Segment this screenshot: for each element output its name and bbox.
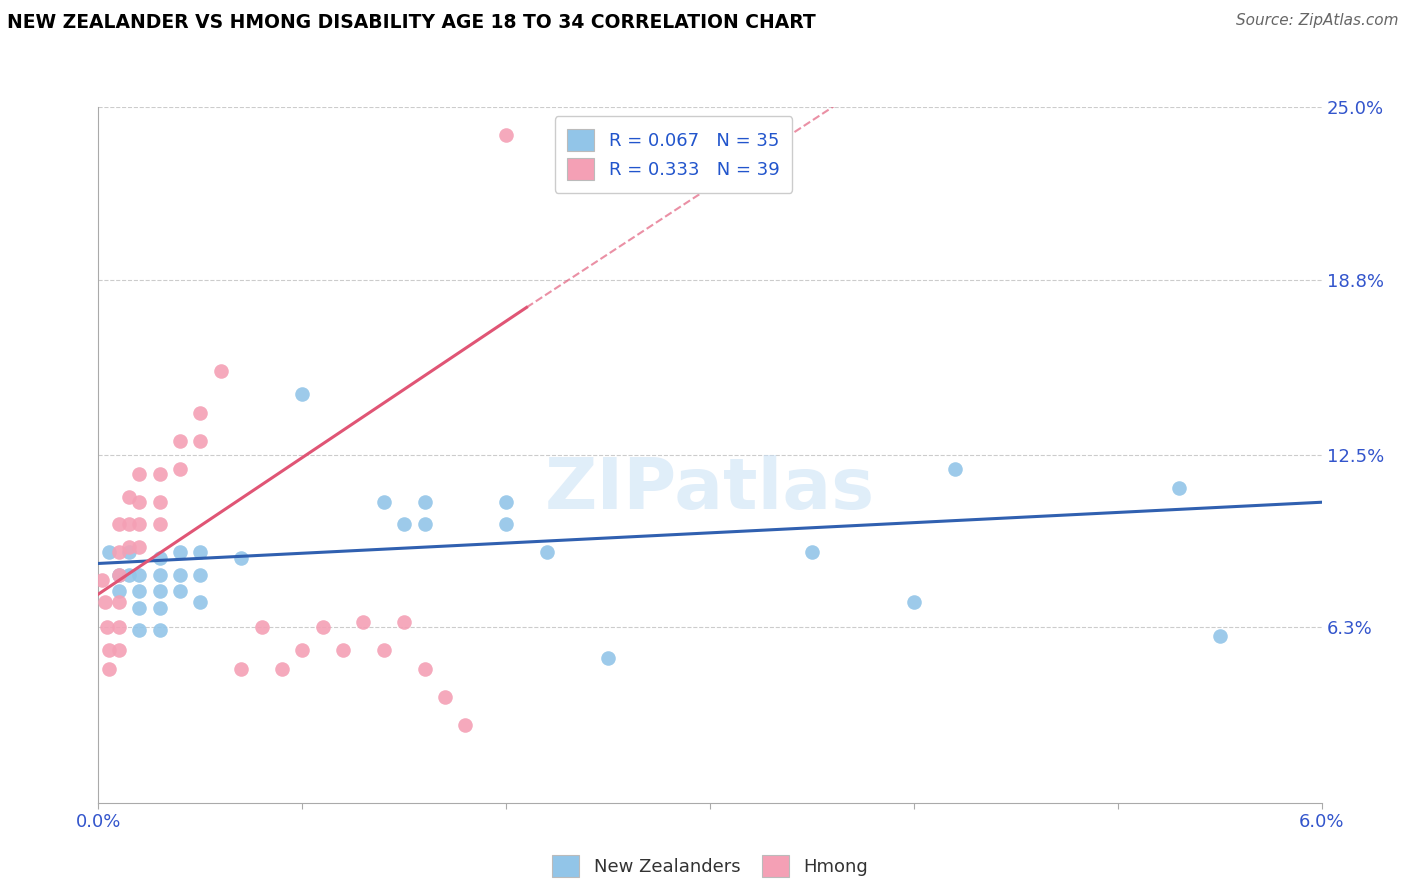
Point: [413, 495, 436, 509]
Point: [118, 517, 141, 532]
Point: [250, 620, 273, 634]
Point: [598, 651, 620, 665]
Point: [149, 584, 172, 599]
Point: [433, 690, 456, 704]
Point: [495, 517, 517, 532]
Point: [169, 434, 191, 448]
Point: [149, 517, 172, 532]
Point: [108, 642, 131, 657]
Point: [311, 620, 335, 634]
Point: [149, 624, 172, 638]
Point: [149, 601, 172, 615]
Point: [169, 584, 191, 599]
Point: [903, 595, 925, 609]
Point: [291, 386, 314, 401]
Point: [291, 642, 314, 657]
Point: [108, 567, 131, 582]
Point: [91, 573, 114, 587]
Point: [1208, 629, 1232, 643]
Point: [128, 540, 150, 554]
Point: [209, 364, 232, 378]
Point: [1167, 481, 1189, 495]
Point: [188, 595, 212, 609]
Point: [97, 545, 120, 559]
Text: NEW ZEALANDER VS HMONG DISABILITY AGE 18 TO 34 CORRELATION CHART: NEW ZEALANDER VS HMONG DISABILITY AGE 18…: [7, 13, 815, 32]
Point: [149, 495, 172, 509]
Point: [128, 624, 150, 638]
Point: [373, 642, 395, 657]
Point: [413, 517, 436, 532]
Point: [169, 567, 191, 582]
Point: [188, 567, 212, 582]
Point: [93, 595, 115, 609]
Point: [188, 434, 212, 448]
Point: [128, 495, 150, 509]
Point: [149, 550, 172, 565]
Legend: New Zealanders, Hmong: New Zealanders, Hmong: [544, 847, 876, 884]
Point: [373, 495, 395, 509]
Point: [495, 128, 517, 142]
Point: [118, 540, 141, 554]
Point: [118, 567, 141, 582]
Point: [108, 584, 131, 599]
Point: [128, 567, 150, 582]
Point: [118, 545, 141, 559]
Point: [97, 662, 120, 676]
Point: [169, 545, 191, 559]
Text: Source: ZipAtlas.com: Source: ZipAtlas.com: [1236, 13, 1399, 29]
Point: [231, 550, 253, 565]
Point: [392, 517, 416, 532]
Point: [801, 545, 824, 559]
Point: [231, 662, 253, 676]
Point: [188, 406, 212, 420]
Point: [149, 567, 172, 582]
Point: [149, 467, 172, 482]
Point: [943, 462, 966, 476]
Point: [128, 517, 150, 532]
Point: [352, 615, 374, 629]
Point: [169, 462, 191, 476]
Point: [97, 642, 120, 657]
Point: [128, 467, 150, 482]
Point: [108, 567, 131, 582]
Point: [270, 662, 292, 676]
Point: [96, 620, 118, 634]
Point: [332, 642, 354, 657]
Point: [108, 620, 131, 634]
Point: [128, 584, 150, 599]
Point: [188, 545, 212, 559]
Point: [413, 662, 436, 676]
Point: [536, 545, 558, 559]
Point: [495, 495, 517, 509]
Point: [108, 517, 131, 532]
Point: [128, 601, 150, 615]
Point: [108, 595, 131, 609]
Point: [118, 490, 141, 504]
Point: [392, 615, 416, 629]
Point: [108, 545, 131, 559]
Text: ZIPatlas: ZIPatlas: [546, 455, 875, 524]
Point: [454, 718, 477, 732]
